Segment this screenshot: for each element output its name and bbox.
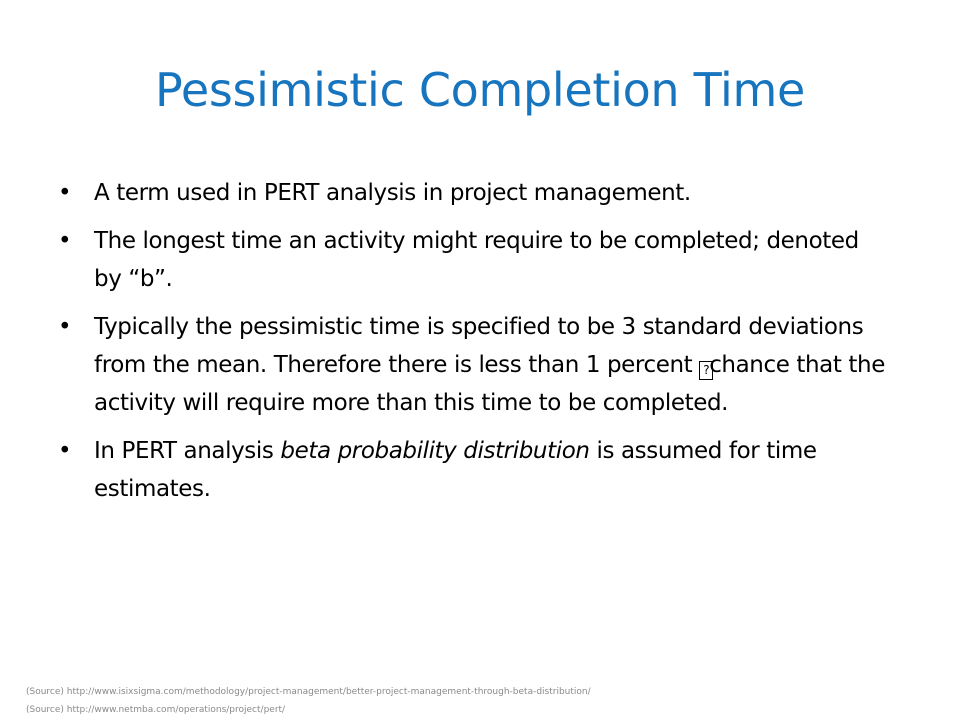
bullet-item: In PERT analysis beta probability distri…: [56, 432, 886, 508]
bullet-list: A term used in PERT analysis in project …: [56, 174, 886, 518]
bullet-text-part: Typically the pessimistic time is specif…: [94, 314, 864, 378]
bullet-text-part: chance that the activity will require mo…: [94, 352, 885, 416]
bullet-text-part: is assumed for time estimates.: [94, 438, 817, 502]
bullet-icon: [58, 308, 78, 346]
bullet-icon: [58, 432, 78, 470]
missing-glyph-box: ?: [699, 361, 714, 380]
slide-title: Pessimistic Completion Time: [155, 63, 805, 117]
bullet-item: A term used in PERT analysis in project …: [56, 174, 886, 212]
source-line: (Source) http://www.netmba.com/operation…: [26, 705, 286, 715]
bullet-italic-term: beta probability distribution: [280, 438, 590, 464]
bullet-text-part: In PERT analysis: [94, 438, 281, 464]
bullet-text: The longest time an activity might requi…: [94, 228, 859, 292]
bullet-item: The longest time an activity might requi…: [56, 222, 886, 298]
bullet-icon: [58, 174, 78, 212]
bullet-item: Typically the pessimistic time is specif…: [56, 308, 886, 422]
source-citations: (Source) http://www.isixsigma.com/method…: [26, 683, 591, 719]
bullet-text: A term used in PERT analysis in project …: [94, 180, 691, 206]
bullet-icon: [58, 222, 78, 260]
source-line: (Source) http://www.isixsigma.com/method…: [26, 687, 591, 697]
